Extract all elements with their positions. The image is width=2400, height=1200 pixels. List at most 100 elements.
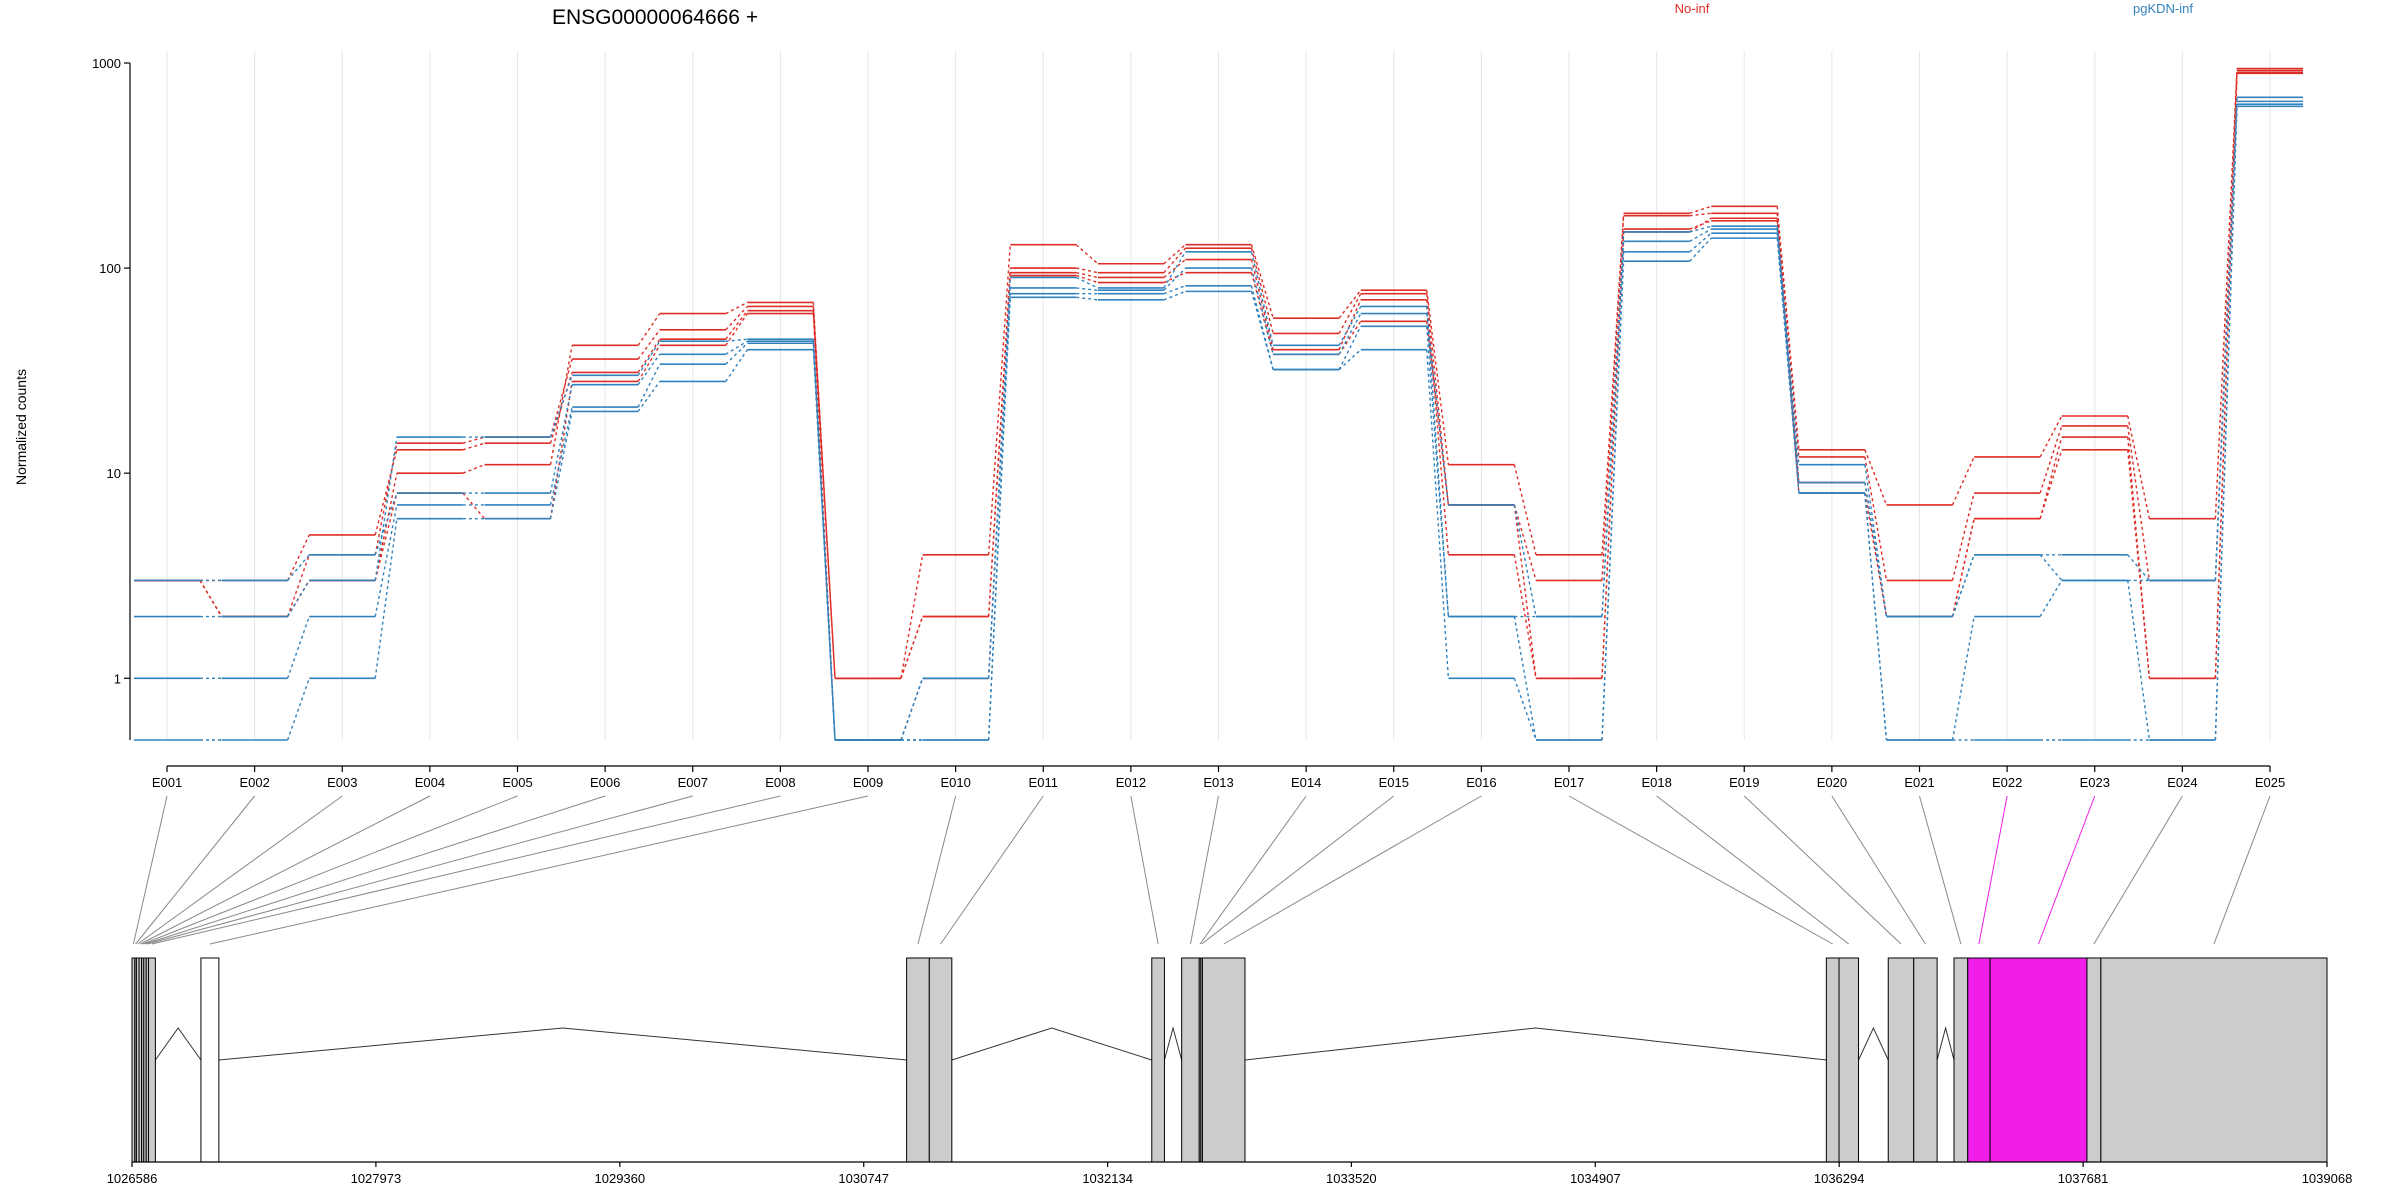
genomic-tick-label: 1039068 xyxy=(2302,1171,2353,1186)
series-connector xyxy=(812,349,836,741)
series-connector xyxy=(1076,267,1099,274)
exon-connector xyxy=(1919,795,1962,945)
series-connector xyxy=(1864,449,1888,506)
exon-connector xyxy=(151,795,781,945)
exon-box-e013 xyxy=(1181,957,1200,1163)
exon-connector xyxy=(917,795,957,945)
series-connector xyxy=(1689,217,1712,233)
x-tick-label: E010 xyxy=(940,775,970,790)
exon-box-e020 xyxy=(1913,957,1938,1163)
series-connector xyxy=(987,244,1011,555)
intron-line xyxy=(1163,1026,1183,1061)
series-connector xyxy=(637,313,661,346)
series-connector xyxy=(1338,293,1362,334)
series-connector xyxy=(1951,518,1975,617)
series-connector xyxy=(2214,106,2238,741)
x-tick-label: E024 xyxy=(2167,775,2197,790)
genomic-tick-label: 1037681 xyxy=(2058,1171,2109,1186)
series-connector xyxy=(1513,616,1537,741)
exon-box-e018 xyxy=(1838,957,1860,1163)
series-connector xyxy=(2039,449,2063,519)
exon-connector xyxy=(132,795,168,945)
series-connector xyxy=(1338,313,1362,355)
series-connector xyxy=(374,443,398,555)
exon-connector xyxy=(1223,795,1482,945)
legend-no-inf: No-inf xyxy=(1675,1,1710,16)
genomic-tick-label: 1030747 xyxy=(838,1171,889,1186)
series-connector xyxy=(286,554,310,617)
series-connector xyxy=(2214,101,2238,581)
series-connector xyxy=(287,580,310,617)
series-connector xyxy=(374,504,398,617)
x-tick-label: E012 xyxy=(1116,775,1146,790)
genomic-tick-label: 1026586 xyxy=(107,1171,158,1186)
series-connector xyxy=(1163,244,1186,265)
series-connector xyxy=(1076,271,1099,279)
series-connector xyxy=(1513,504,1537,679)
exon-box-e010 xyxy=(906,957,930,1163)
series-connector xyxy=(725,338,748,342)
series-connector xyxy=(1601,231,1625,679)
series-connector xyxy=(637,338,661,373)
series-connector xyxy=(2127,449,2151,679)
exon-box-e016 xyxy=(1201,957,1246,1163)
series-connector xyxy=(2127,580,2151,741)
grid xyxy=(166,51,2271,740)
series-connector xyxy=(1250,291,1274,370)
series-connector xyxy=(1776,228,1800,483)
chart-title: ENSG00000064666 + xyxy=(552,6,758,29)
exon-connector xyxy=(1130,795,1159,945)
series-connector xyxy=(1689,232,1712,253)
exon-connector xyxy=(2038,795,2096,945)
series-connector xyxy=(1951,456,1975,506)
legend-pgkdn-inf: pgKDN-inf xyxy=(2133,1,2193,16)
series-connector xyxy=(1250,267,1274,355)
series-connector xyxy=(1076,287,1098,291)
series-connector xyxy=(1163,285,1186,295)
x-tick-label: E025 xyxy=(2255,775,2285,790)
y-tick-label: 10 xyxy=(107,466,121,481)
exon-box-e023 xyxy=(1989,957,2088,1163)
series-connector xyxy=(1250,248,1274,334)
axes: 1 10 100 1000 E001 E002 E003 E004 E005 E006 E007 E0… xyxy=(92,56,2285,790)
series-connector xyxy=(1864,464,1888,617)
series-connector xyxy=(1338,299,1362,350)
exon-connector xyxy=(147,795,693,945)
genomic-tick-label: 1027973 xyxy=(351,1171,402,1186)
series-connector xyxy=(1864,456,1888,581)
series-connector xyxy=(1951,616,1975,741)
series-connector xyxy=(1338,306,1362,346)
series-connector xyxy=(286,616,310,679)
x-tick-label: E019 xyxy=(1729,775,1759,790)
exon-connector xyxy=(1743,795,1902,945)
series-connector xyxy=(2214,73,2238,679)
series-connector xyxy=(900,616,924,679)
x-tick-label: E018 xyxy=(1641,775,1671,790)
series-connector xyxy=(1250,251,1274,346)
series-connector xyxy=(725,313,748,346)
genomic-tick-label: 1036294 xyxy=(1814,1171,1865,1186)
series-connector xyxy=(1689,228,1712,242)
x-tick-label: E014 xyxy=(1291,775,1321,790)
series-connector xyxy=(1250,244,1274,319)
series-connector xyxy=(374,449,398,536)
series-connector xyxy=(725,340,748,355)
series-connector xyxy=(1076,274,1099,284)
exon-box-e024 xyxy=(2086,957,2102,1163)
series-connector xyxy=(1776,213,1800,457)
series-connector xyxy=(2039,554,2063,581)
series-connector xyxy=(987,297,1011,741)
series-connector xyxy=(2127,425,2151,581)
series-connector xyxy=(1864,492,1888,741)
series-connector xyxy=(1163,272,1186,284)
exon-box-e017 xyxy=(1825,957,1840,1163)
series-connector xyxy=(2214,70,2238,581)
series-connector xyxy=(1951,492,1975,581)
series-connector xyxy=(900,678,924,741)
x-tick-label: E023 xyxy=(2080,775,2110,790)
series-connector xyxy=(637,381,661,412)
series-connector xyxy=(725,349,748,382)
series-connector xyxy=(1689,237,1712,262)
series-connector xyxy=(1426,321,1450,506)
series-connector xyxy=(462,436,485,444)
